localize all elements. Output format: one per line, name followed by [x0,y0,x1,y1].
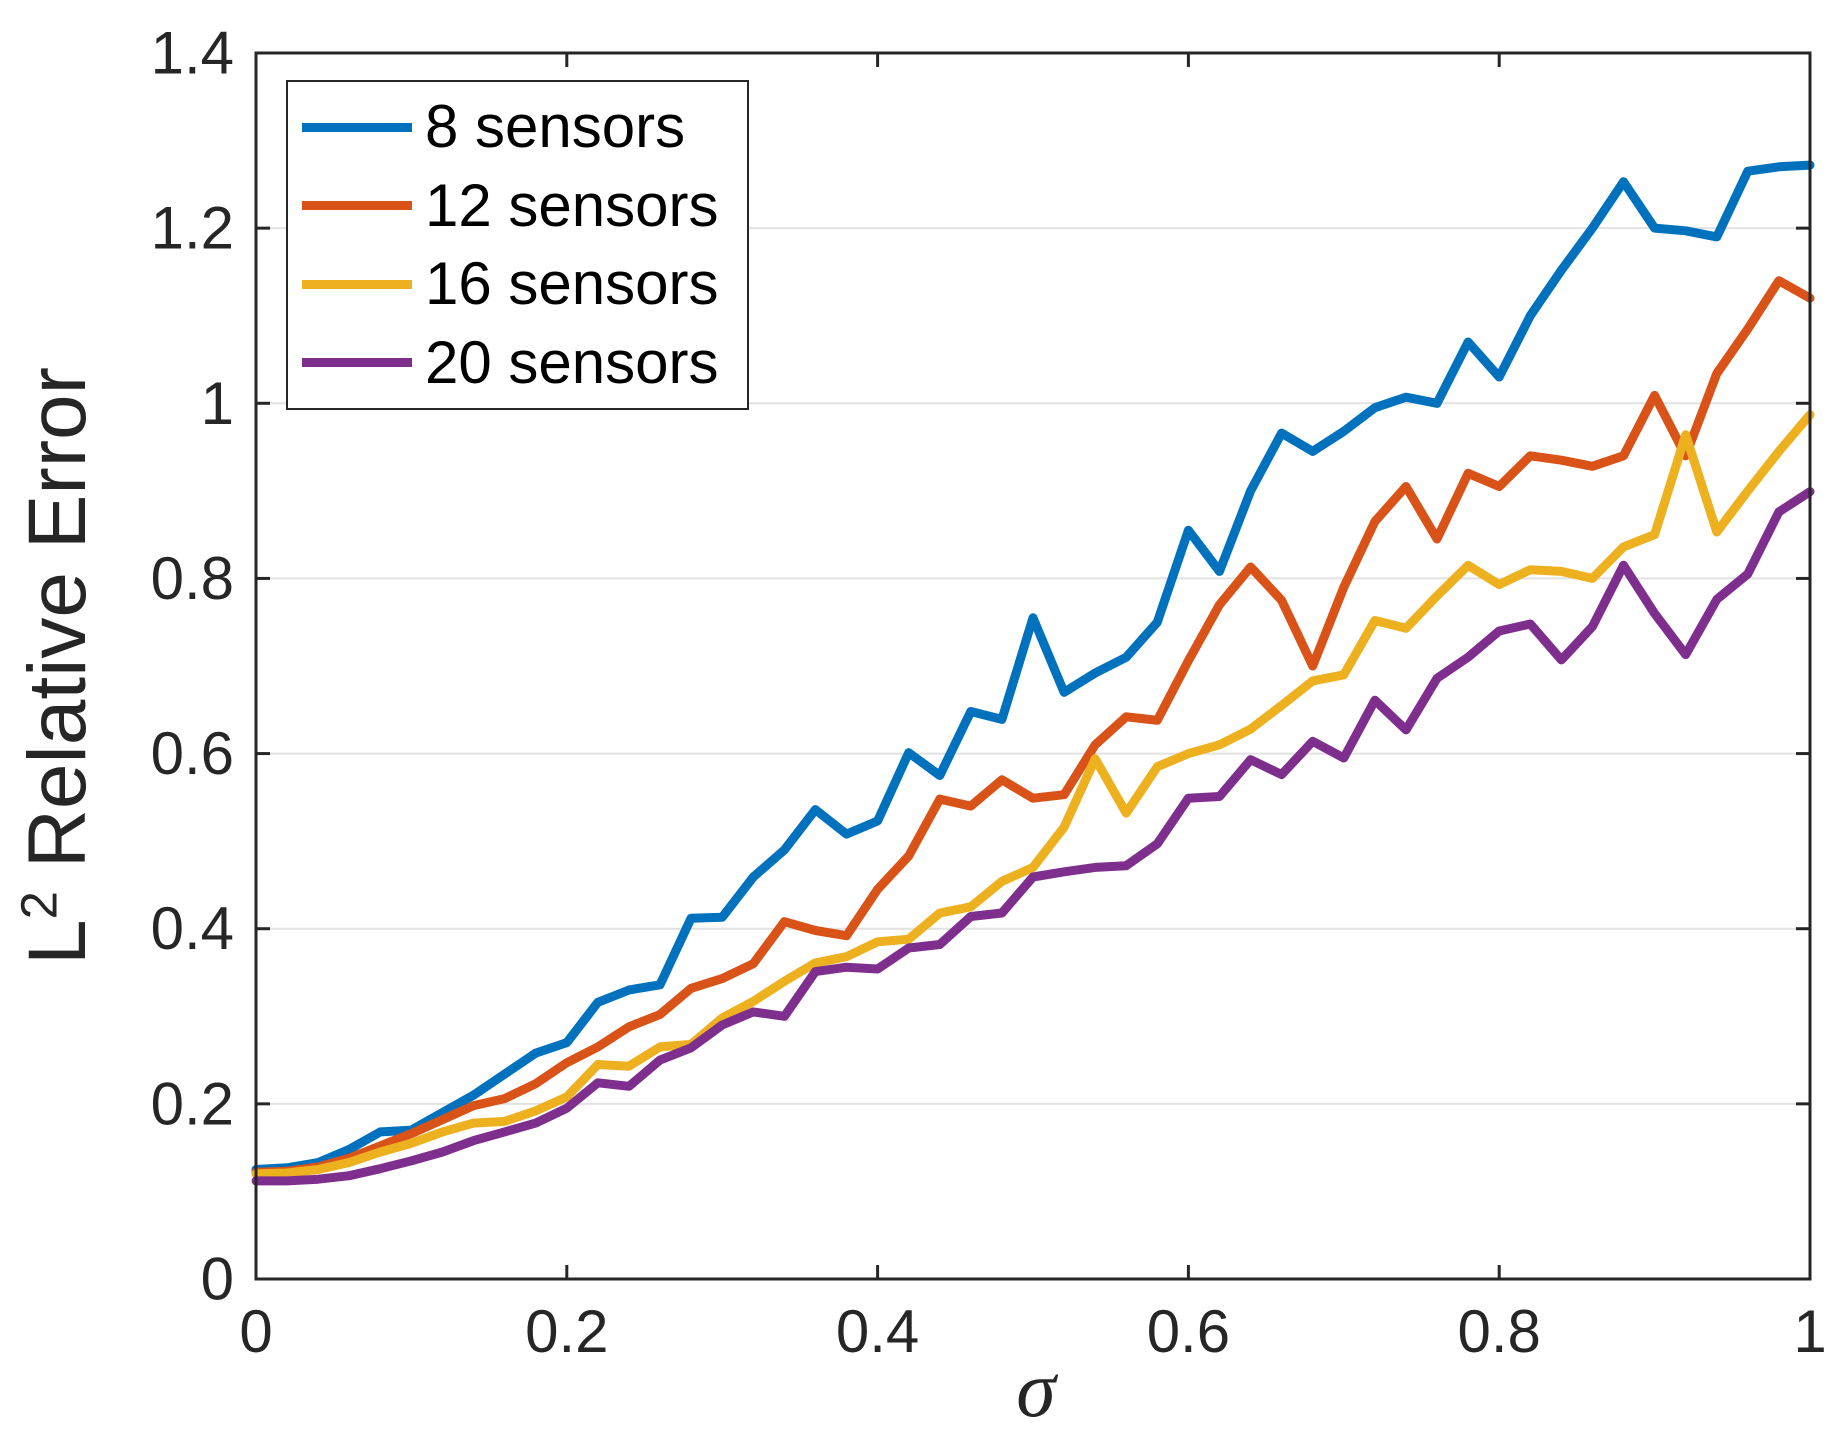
x-axis-label-sigma: σ [1016,1346,1056,1434]
y-tick-label-0.2: 0.2 [151,1070,234,1137]
legend-label: 16 sensors [425,250,719,318]
legend-line-swatch-purple [302,358,412,368]
legend-entry-8-sensors: 8 sensors [302,92,747,162]
legend-box: 8 sensors 12 sensors 16 sensors 20 senso… [286,80,749,410]
y-tick-label-1.4: 1.4 [151,20,234,87]
legend-label: 8 sensors [425,93,686,161]
axes-frame [254,51,1812,1281]
legend-line-swatch-orange [302,201,412,211]
legend-line-swatch-blue [302,122,412,132]
legend-entry-12-sensors: 12 sensors [302,171,747,241]
y-axis-label-rest: Relative Error [12,367,103,892]
x-tick-label-0.8: 0.8 [1457,1298,1540,1365]
x-tick-label-0.6: 0.6 [1147,1298,1230,1365]
x-tick-label-0.4: 0.4 [836,1298,919,1365]
series-line-16-sensors [251,410,1815,1179]
y-tick-label-1: 1 [201,370,234,437]
x-tick-label-0: 0 [239,1298,272,1365]
series-line-20-sensors [251,487,1815,1186]
y-tick-label-1.2: 1.2 [151,195,234,262]
legend-line-swatch-yellow [302,279,412,289]
y-axis-label: L2 Relative Error [11,367,103,965]
y-axis-label-base: L [12,919,103,965]
legend-entry-16-sensors: 16 sensors [302,249,747,319]
legend-label: 20 sensors [425,328,719,396]
y-tick-label-0.6: 0.6 [151,720,234,787]
series-line-8-sensors [251,160,1815,1174]
x-tick-label-1: 1 [1793,1298,1826,1365]
legend-label: 12 sensors [425,171,719,239]
y-axis-label-superscript: 2 [10,891,68,920]
y-tick-label-0.8: 0.8 [151,545,234,612]
y-tick-label-0: 0 [201,1246,234,1313]
y-tick-label-0.4: 0.4 [151,895,234,962]
legend-entry-20-sensors: 20 sensors [302,328,747,398]
series-line-12-sensors [251,276,1815,1177]
x-tick-label-0.2: 0.2 [525,1298,608,1365]
